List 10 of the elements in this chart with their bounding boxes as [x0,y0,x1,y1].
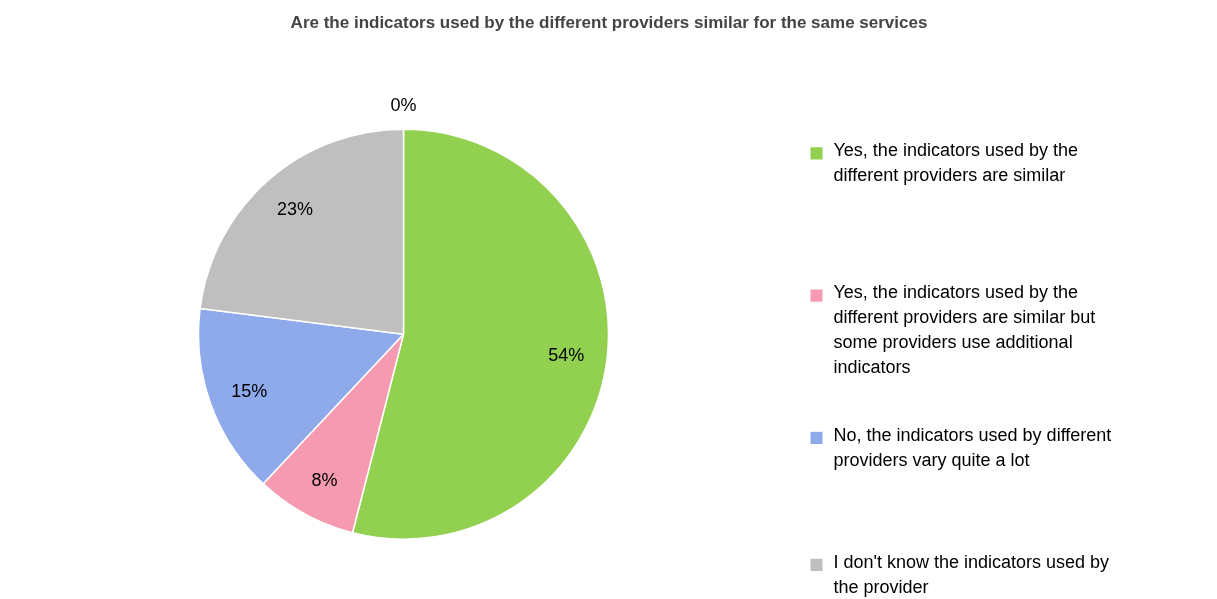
data-label: 23% [277,199,314,220]
legend-label: No, the indicators used by different providers vary quite a lot [833,424,1112,470]
chart-title: Are the indicators used by the different providers similar for the same services [290,12,928,32]
data-label: 54% [548,345,585,366]
data-label: 8% [311,470,338,491]
text: 0% [390,95,417,116]
legend-label: I don't know the indicators used by the provider [833,551,1110,597]
legend-label: Yes, the indicators used by the different providers are similar [833,140,1078,186]
legend-label: Yes, the indicators used by the different providers are similar but some providers use additional indicators [833,282,1096,378]
data-label: 15% [231,380,268,401]
